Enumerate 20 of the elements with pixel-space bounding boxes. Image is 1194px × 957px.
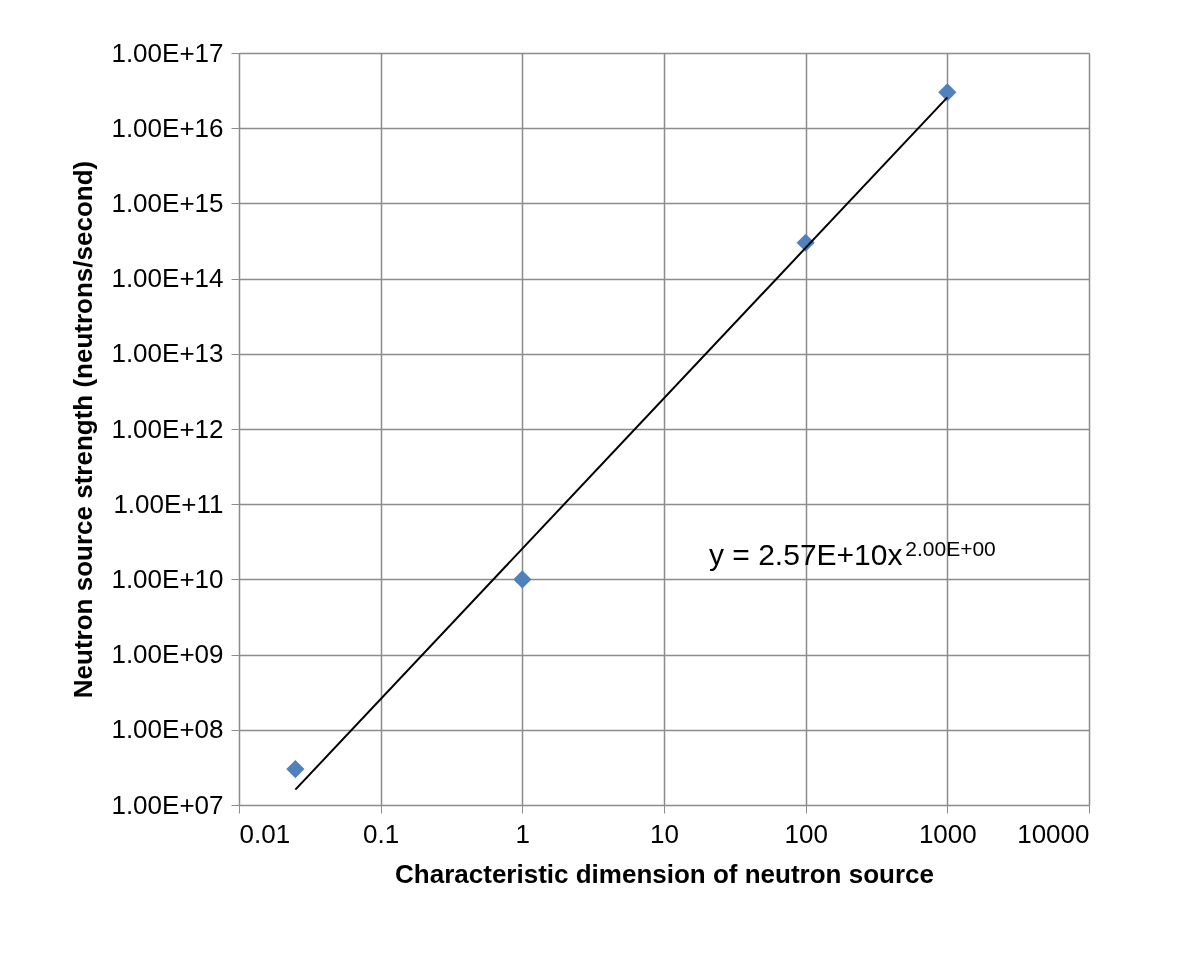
- x-tick-label: 1000: [918, 818, 977, 849]
- y-tick-label: 1.00E+13: [111, 338, 224, 369]
- y-tick-label: 1.00E+14: [111, 263, 224, 294]
- y-tick-label: 1.00E+15: [111, 187, 224, 218]
- x-axis-title: Characteristic dimension of neutron source: [395, 858, 934, 889]
- x-tick-label: 100: [784, 818, 828, 849]
- x-tick-label: 0.1: [363, 818, 400, 849]
- y-axis-title: Neutron source strength (neutrons/second): [68, 160, 99, 699]
- x-tick-label: 10: [650, 818, 679, 849]
- y-tick-label: 1.00E+11: [113, 488, 224, 519]
- y-tick-label: 1.00E+12: [111, 413, 224, 444]
- x-tick-label: 1: [515, 818, 531, 849]
- y-tick-label: 1.00E+08: [111, 714, 224, 745]
- x-tick-label: 0.01: [239, 818, 291, 849]
- y-tick-label: 1.00E+10: [111, 563, 224, 594]
- x-tick-label: 10000: [1017, 818, 1090, 849]
- y-tick-label: 1.00E+09: [111, 639, 224, 670]
- y-tick-label: 1.00E+16: [111, 112, 224, 143]
- y-tick-label: 1.00E+17: [111, 37, 224, 68]
- y-tick-label: 1.00E+07: [111, 789, 224, 820]
